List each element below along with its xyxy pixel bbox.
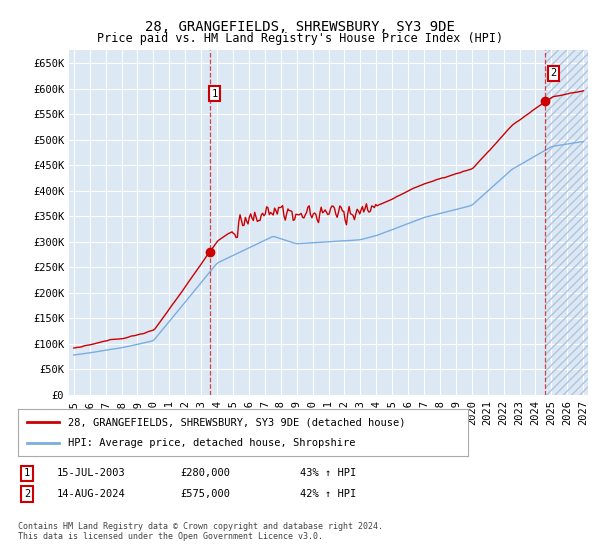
Text: 1: 1 (24, 468, 30, 478)
Text: Price paid vs. HM Land Registry's House Price Index (HPI): Price paid vs. HM Land Registry's House … (97, 32, 503, 45)
Text: 2: 2 (550, 68, 556, 78)
Text: 43% ↑ HPI: 43% ↑ HPI (300, 468, 356, 478)
Text: HPI: Average price, detached house, Shropshire: HPI: Average price, detached house, Shro… (67, 438, 355, 448)
Bar (545, 50, 591, 395)
Text: 2: 2 (24, 489, 30, 499)
Text: 42% ↑ HPI: 42% ↑ HPI (300, 489, 356, 499)
Text: 1: 1 (211, 89, 218, 99)
Text: 28, GRANGEFIELDS, SHREWSBURY, SY3 9DE: 28, GRANGEFIELDS, SHREWSBURY, SY3 9DE (145, 20, 455, 34)
Text: £575,000: £575,000 (180, 489, 230, 499)
Text: 28, GRANGEFIELDS, SHREWSBURY, SY3 9DE (detached house): 28, GRANGEFIELDS, SHREWSBURY, SY3 9DE (d… (67, 417, 405, 427)
Text: £280,000: £280,000 (180, 468, 230, 478)
Text: 15-JUL-2003: 15-JUL-2003 (57, 468, 126, 478)
Bar (545, 50, 591, 395)
Text: 14-AUG-2024: 14-AUG-2024 (57, 489, 126, 499)
Text: Contains HM Land Registry data © Crown copyright and database right 2024.
This d: Contains HM Land Registry data © Crown c… (18, 522, 383, 542)
